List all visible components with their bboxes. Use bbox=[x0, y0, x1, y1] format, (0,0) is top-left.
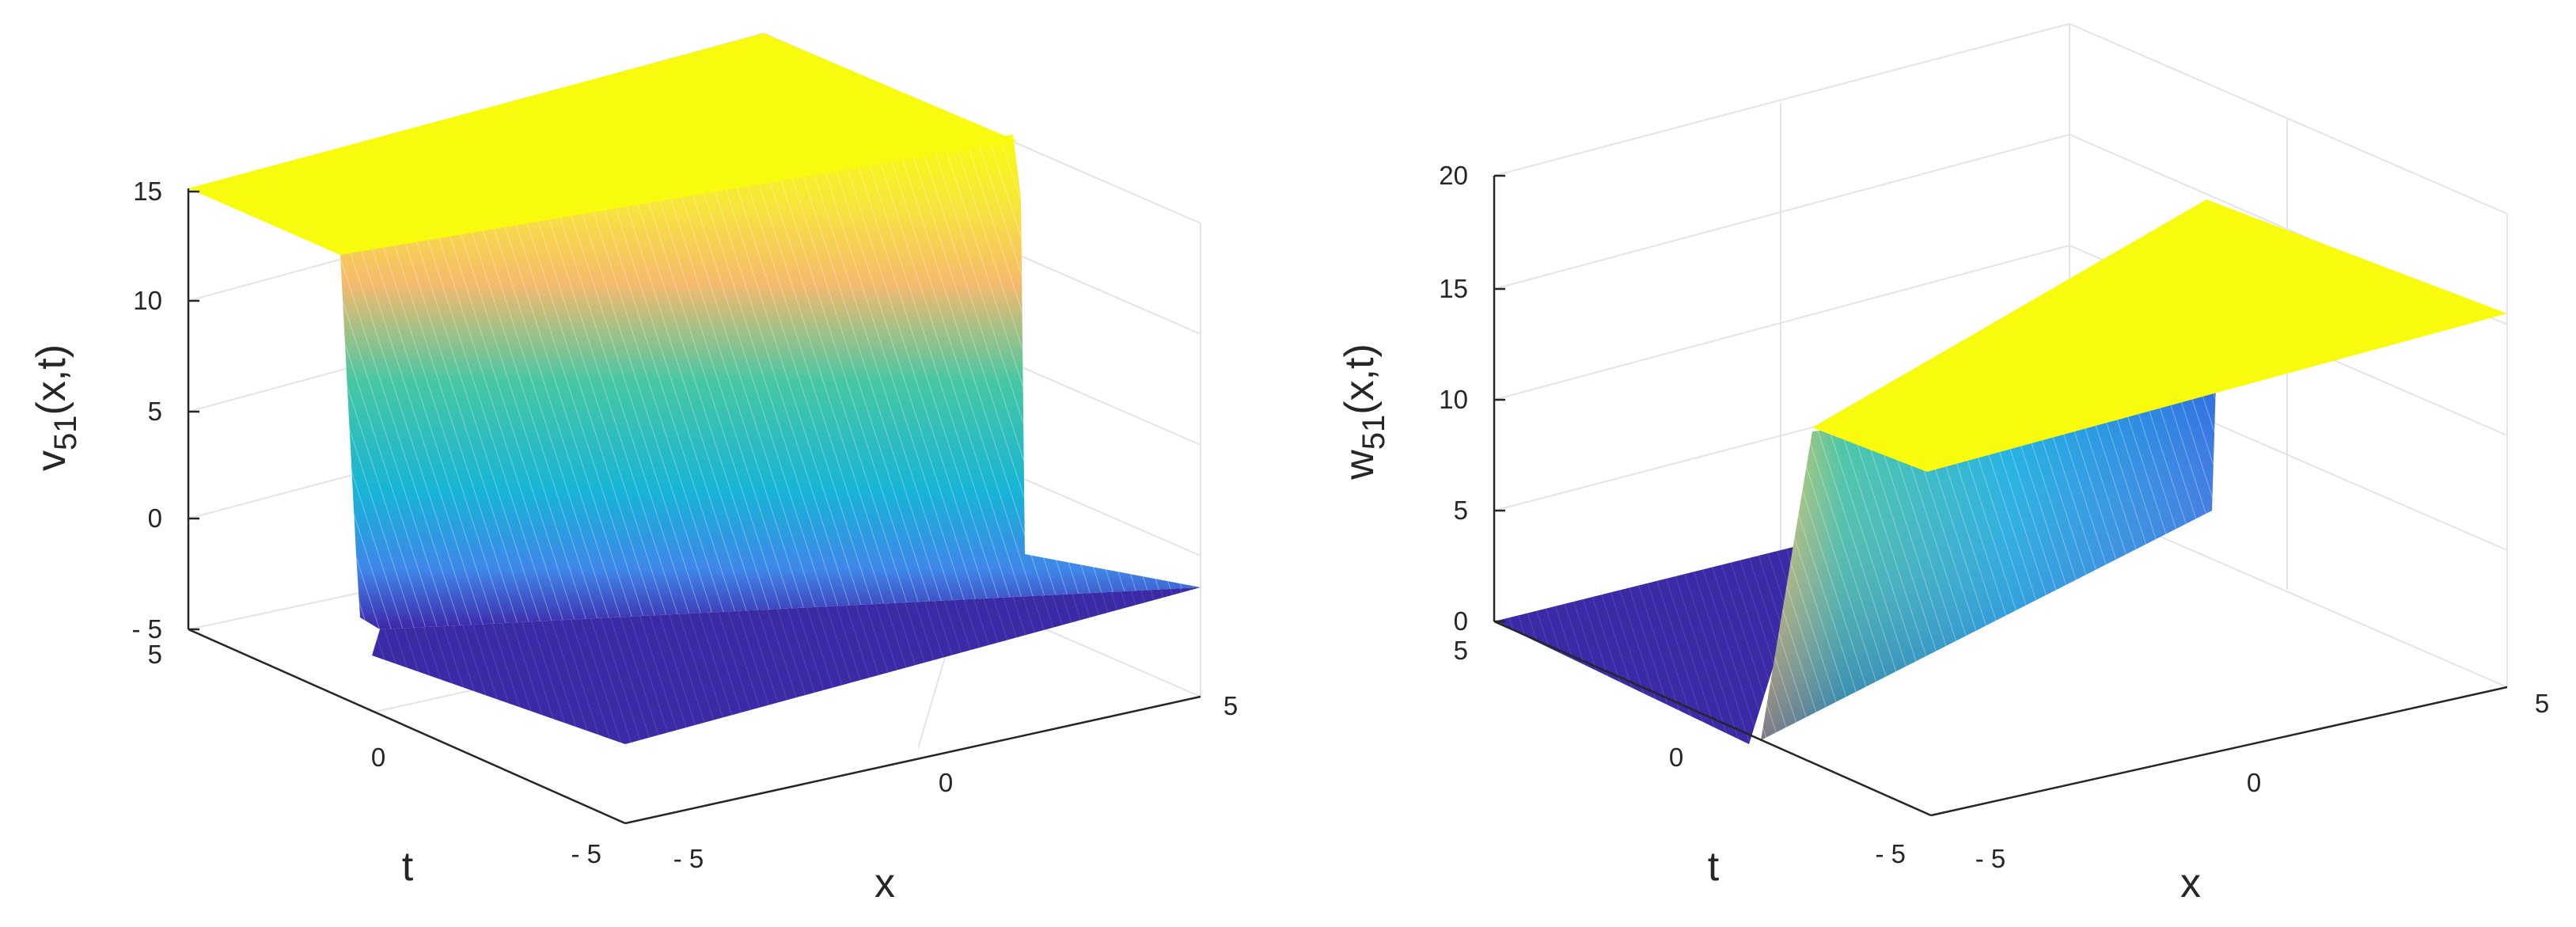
right-axis-lines bbox=[1493, 176, 2508, 817]
right-x-tick-5: 5 bbox=[2535, 689, 2549, 718]
right-z-tick-0: 0 bbox=[1454, 606, 1468, 636]
right-t-axis-label: t bbox=[1708, 844, 1720, 890]
right-t-tick-0: 0 bbox=[1669, 743, 1683, 772]
right-z-tick-marks bbox=[1494, 174, 1505, 623]
left-z-axis-label: v51(x,t) bbox=[28, 344, 83, 471]
left-x-tick-0: 0 bbox=[939, 768, 953, 797]
right-z-axis-label: w51(x,t) bbox=[1337, 344, 1391, 481]
left-z-tick-10: 10 bbox=[133, 286, 162, 315]
left-x-axis-label: x bbox=[874, 861, 895, 906]
right-t-tick-5: 5 bbox=[1454, 636, 1468, 665]
left-t-tick-5: 5 bbox=[148, 640, 162, 669]
left-x-tick-5: 5 bbox=[1224, 691, 1238, 720]
left-z-tick-5: 5 bbox=[148, 397, 162, 426]
right-z-tick-5: 5 bbox=[1454, 496, 1468, 525]
left-z-tick-0: 0 bbox=[148, 503, 162, 533]
right-x-tick-neg5: - 5 bbox=[1975, 844, 2006, 873]
right-z-tick-10: 10 bbox=[1439, 385, 1468, 414]
right-t-tick-neg5: - 5 bbox=[1875, 839, 1906, 868]
left-x-tick-neg5: - 5 bbox=[673, 844, 704, 873]
left-z-tick-15: 15 bbox=[133, 177, 162, 206]
right-surface-high-plateau bbox=[1812, 199, 2507, 472]
left-t-axis-label: t bbox=[402, 844, 414, 890]
left-t-tick-0: 0 bbox=[371, 743, 385, 772]
left-axis-lines bbox=[187, 188, 1201, 825]
right-surface-plot: 20 15 10 5 0 5 0 - 5 - 5 0 5 t x w51(x,t… bbox=[1337, 23, 2549, 906]
left-z-tick-marks bbox=[188, 190, 199, 631]
right-z-tick-15: 15 bbox=[1439, 274, 1468, 303]
right-z-tick-20: 20 bbox=[1439, 161, 1468, 190]
left-surface-plot: 15 10 5 0 - 5 5 0 - 5 - 5 0 5 t x v51(x,… bbox=[28, 32, 1238, 906]
left-surface-high-plateau bbox=[188, 33, 1017, 255]
left-t-tick-neg5: - 5 bbox=[571, 839, 601, 868]
right-x-tick-0: 0 bbox=[2247, 768, 2261, 797]
right-x-axis-label: x bbox=[2180, 861, 2201, 906]
left-z-tick-neg5: - 5 bbox=[131, 614, 162, 644]
